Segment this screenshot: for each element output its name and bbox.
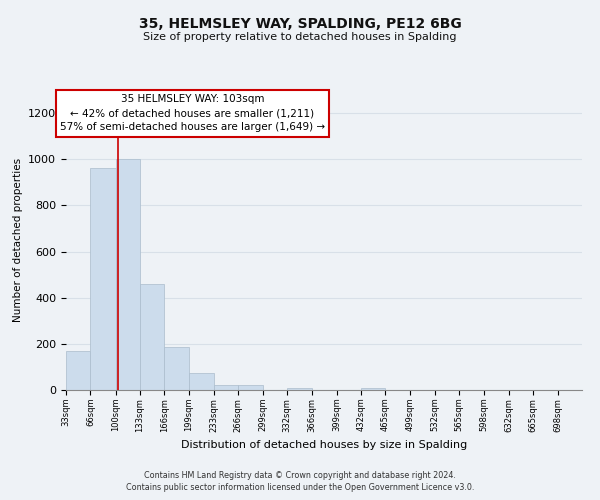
Text: 35, HELMSLEY WAY, SPALDING, PE12 6BG: 35, HELMSLEY WAY, SPALDING, PE12 6BG <box>139 18 461 32</box>
Text: Contains HM Land Registry data © Crown copyright and database right 2024.
Contai: Contains HM Land Registry data © Crown c… <box>126 471 474 492</box>
Bar <box>214 385 238 390</box>
Bar <box>91 168 116 390</box>
Bar <box>189 372 214 390</box>
Bar <box>164 348 189 390</box>
Text: 35 HELMSLEY WAY: 103sqm
← 42% of detached houses are smaller (1,211)
57% of semi: 35 HELMSLEY WAY: 103sqm ← 42% of detache… <box>60 94 325 132</box>
Bar <box>287 388 312 390</box>
Bar <box>140 284 164 390</box>
X-axis label: Distribution of detached houses by size in Spalding: Distribution of detached houses by size … <box>181 440 467 450</box>
Y-axis label: Number of detached properties: Number of detached properties <box>13 158 23 322</box>
Bar <box>116 159 140 390</box>
Text: Size of property relative to detached houses in Spalding: Size of property relative to detached ho… <box>143 32 457 42</box>
Bar <box>361 388 385 390</box>
Bar <box>66 351 91 390</box>
Bar <box>238 386 263 390</box>
